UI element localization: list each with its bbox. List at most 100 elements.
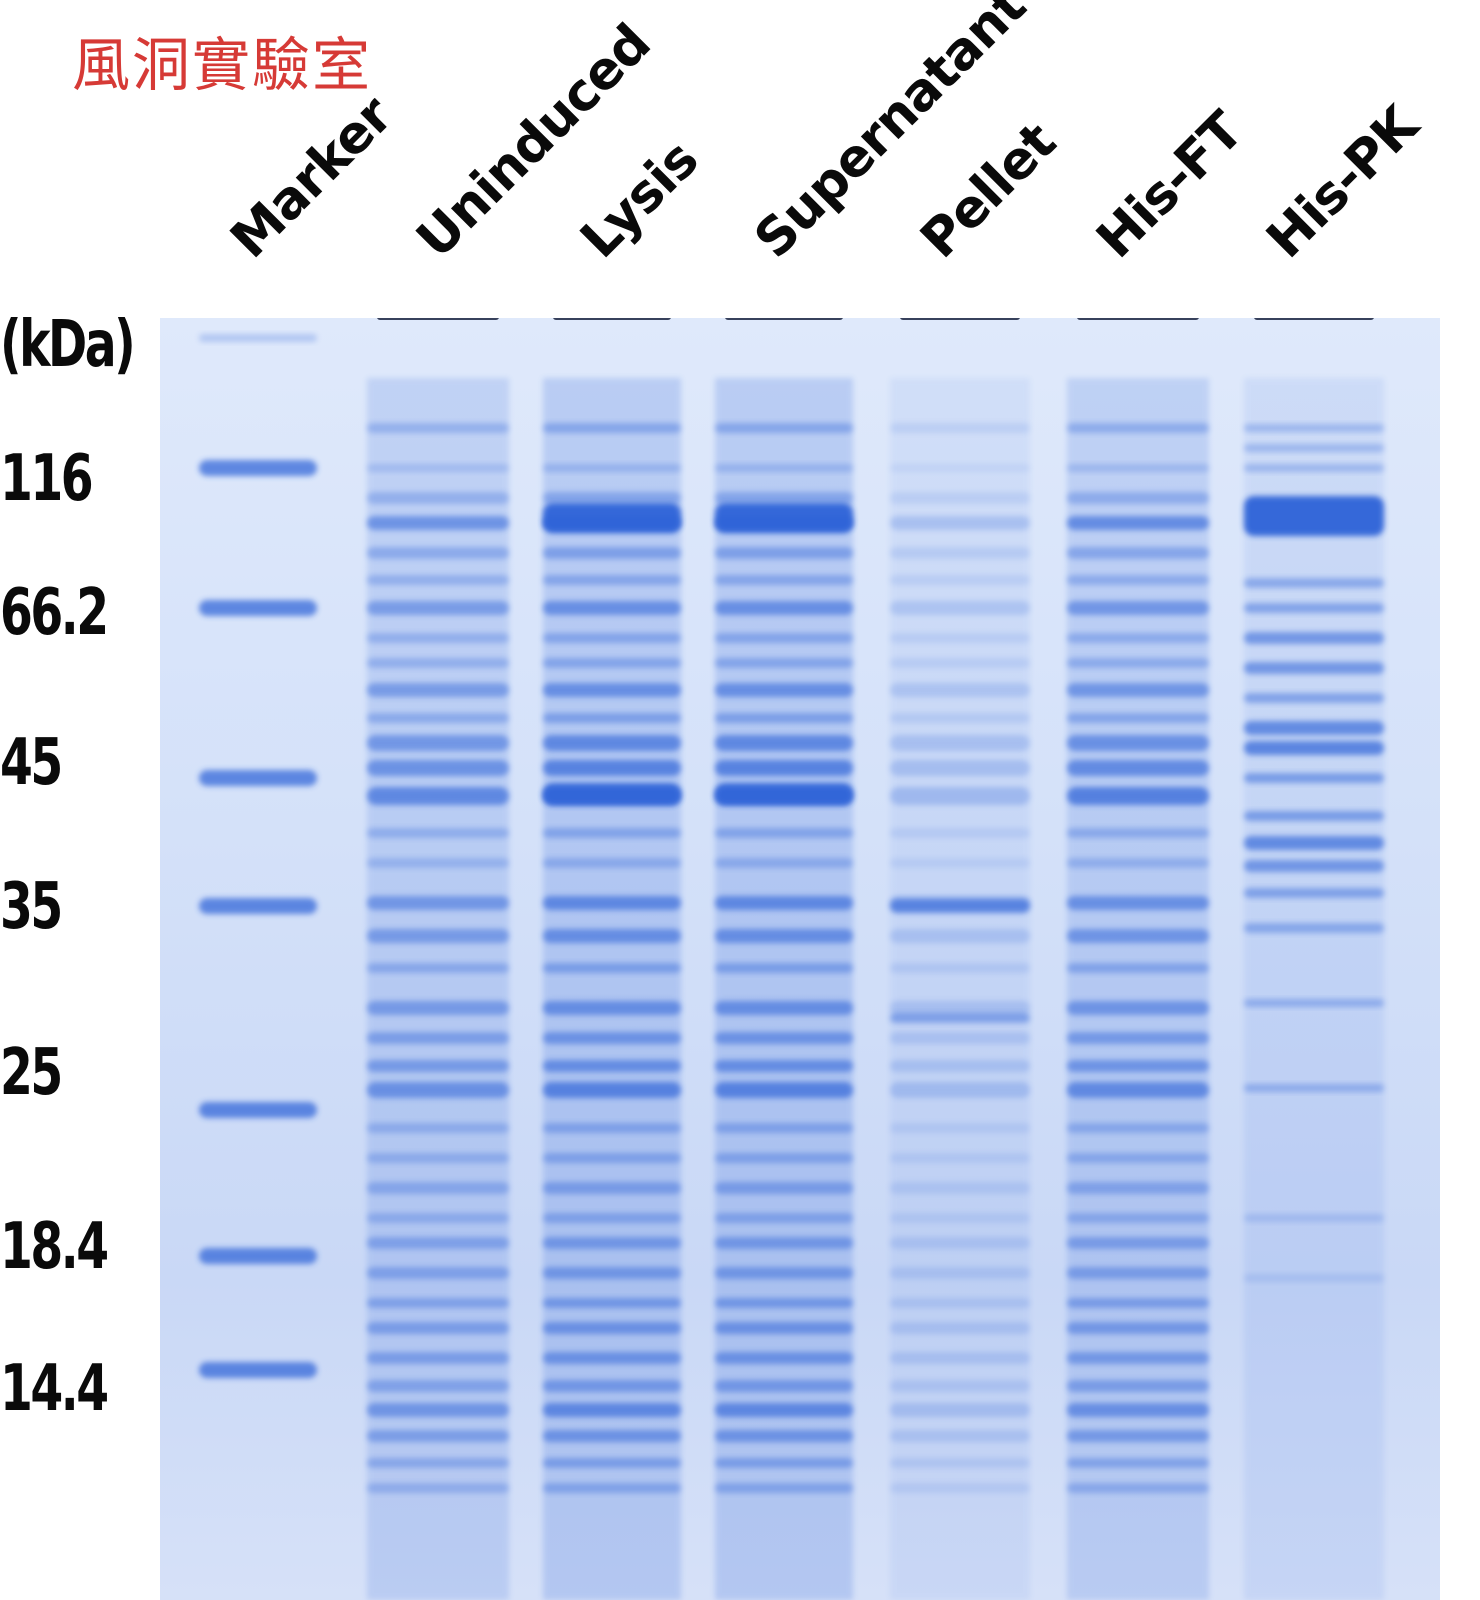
gel-band-his-pk: [1244, 721, 1384, 735]
gel-band-pellet: [890, 492, 1030, 504]
gel-band-uninduced: [367, 1322, 509, 1334]
gel-band-his-ft: [1067, 1430, 1209, 1442]
gel-band-his-ft: [1067, 683, 1209, 697]
gel-band-uninduced: [367, 1153, 509, 1163]
gel-well-supernatant: [725, 318, 843, 320]
gel-band-lysis: [543, 1153, 681, 1163]
gel-band-pellet: [890, 1403, 1030, 1417]
gel-band-uninduced: [367, 787, 509, 805]
gel-band-his-pk: [1244, 662, 1384, 674]
gel-band-supernatant: [715, 1153, 853, 1163]
gel-band-pellet: [890, 1430, 1030, 1442]
gel-band-lysis: [543, 547, 681, 559]
gel-band-his-ft: [1067, 787, 1209, 805]
gel-band-his-ft: [1067, 1483, 1209, 1493]
gel-band-lysis: [543, 1267, 681, 1279]
gel-band-his-ft: [1067, 1060, 1209, 1072]
gel-band-pellet: [890, 1001, 1030, 1015]
gel-band-his-ft: [1067, 1322, 1209, 1334]
gel-band-pellet: [890, 787, 1030, 805]
gel-band-lysis: [543, 683, 681, 697]
unit-label: (kDa): [0, 308, 136, 382]
gel-band-his-pk: [1244, 741, 1384, 755]
gel-band-supernatant: [715, 1298, 853, 1308]
gel-band-his-ft: [1067, 633, 1209, 643]
gel-band-lysis: [543, 760, 681, 776]
gel-band-his-ft: [1067, 896, 1209, 910]
marker-band: [199, 600, 317, 616]
gel-band-supernatant: [715, 828, 853, 838]
gel-band-uninduced: [367, 547, 509, 559]
gel-band-supernatant: [715, 1403, 853, 1417]
gel-band-uninduced: [367, 760, 509, 776]
gel-band-lysis: [543, 963, 681, 973]
gel-band-supernatant: [715, 1483, 853, 1493]
gel-band-pellet: [890, 633, 1030, 643]
gel-band-lysis: [543, 1403, 681, 1417]
gel-bands: [199, 318, 1384, 1600]
gel-band-his-pk: [1244, 1084, 1384, 1092]
gel-band-lysis: [543, 783, 681, 805]
mw-label-116: 116: [0, 442, 94, 516]
gel-band-uninduced: [367, 1123, 509, 1133]
gel-band-lysis: [543, 601, 681, 615]
gel-band-uninduced: [367, 492, 509, 504]
gel-band-his-pk: [1244, 811, 1384, 821]
gel-band-supernatant: [715, 547, 853, 559]
gel-well-lysis: [553, 318, 671, 320]
gel-band-lysis: [543, 713, 681, 723]
gel-band-uninduced: [367, 929, 509, 943]
gel-band-lysis: [543, 1213, 681, 1223]
gel-band-lysis: [543, 492, 681, 504]
gel-band-lysis: [543, 464, 681, 472]
gel-band-uninduced: [367, 1380, 509, 1392]
gel-band-his-ft: [1067, 1182, 1209, 1194]
gel-band-supernatant: [715, 464, 853, 472]
gel-band-uninduced: [367, 1213, 509, 1223]
gel-band-pellet: [890, 735, 1030, 751]
gel-band-his-ft: [1067, 1213, 1209, 1223]
gel-band-pellet: [890, 760, 1030, 776]
gel-band-uninduced: [367, 1430, 509, 1442]
pellet-band: [890, 899, 1030, 913]
gel-band-supernatant: [715, 1237, 853, 1249]
gel-band-supernatant: [715, 1267, 853, 1279]
gel-band-pellet: [890, 1298, 1030, 1308]
marker-band: [199, 460, 317, 476]
gel-band-his-pk: [1244, 464, 1384, 472]
gel-band-his-ft: [1067, 828, 1209, 838]
gel-band-his-ft: [1067, 1298, 1209, 1308]
marker-band: [199, 898, 317, 914]
gel-band-pellet: [890, 858, 1030, 868]
gel-band-uninduced: [367, 1082, 509, 1098]
gel-band-pellet: [890, 1123, 1030, 1133]
gel-band-supernatant: [715, 735, 853, 751]
gel-band-pellet: [890, 1182, 1030, 1194]
gel-band-his-pk: [1244, 923, 1384, 933]
gel-band-lysis: [543, 858, 681, 868]
gel-well-his-ft: [1077, 318, 1199, 320]
gel-band-lysis: [543, 633, 681, 643]
gel-band-supernatant: [715, 783, 853, 805]
gel-band-pellet: [890, 713, 1030, 723]
mw-label-18-4: 18.4: [0, 1210, 109, 1284]
gel-band-uninduced: [367, 683, 509, 697]
gel-band-uninduced: [367, 1001, 509, 1015]
gel-band-his-pk: [1244, 836, 1384, 850]
gel-band-uninduced: [367, 1458, 509, 1468]
gel-well-pellet: [900, 318, 1020, 320]
gel-band-pellet: [890, 828, 1030, 838]
gel-band-supernatant: [715, 683, 853, 697]
gel-band-pellet: [890, 929, 1030, 943]
marker-band: [199, 1102, 317, 1118]
gel-band-uninduced: [367, 464, 509, 472]
marker-band: [199, 770, 317, 786]
purified-target-band: [1244, 496, 1384, 536]
gel-band-lysis: [543, 658, 681, 668]
gel-band-lysis: [543, 1380, 681, 1392]
gel-band-uninduced: [367, 735, 509, 751]
gel-band-uninduced: [367, 601, 509, 615]
gel-band-supernatant: [715, 575, 853, 585]
gel-band-his-ft: [1067, 1267, 1209, 1279]
gel-band-pellet: [890, 516, 1030, 530]
